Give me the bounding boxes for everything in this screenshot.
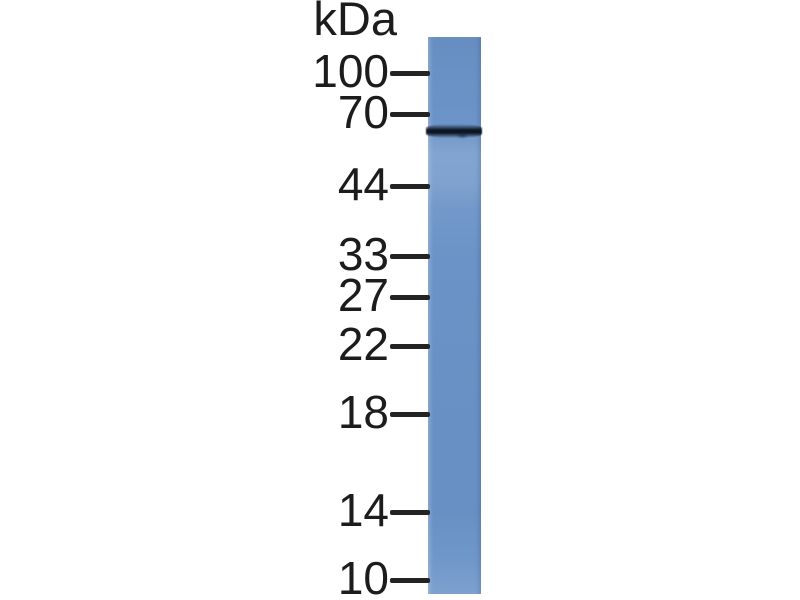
marker-label: 14 — [337, 484, 389, 536]
marker-label: 22 — [337, 318, 389, 370]
marker-tick — [390, 295, 430, 300]
marker-label: 18 — [337, 386, 389, 438]
marker-label: 44 — [337, 158, 389, 210]
protein-band — [426, 124, 482, 138]
blot-lane — [426, 37, 482, 594]
marker-tick — [390, 344, 430, 349]
marker-tick — [390, 510, 430, 515]
marker-tick — [390, 112, 430, 117]
marker-label: 33 — [337, 228, 389, 280]
marker-label: 27 — [337, 269, 389, 321]
marker-label: 10 — [337, 552, 389, 600]
unit-label: kDa — [313, 0, 397, 45]
marker-tick — [390, 71, 430, 76]
marker-tick — [390, 578, 430, 583]
marker-label: 70 — [337, 86, 389, 138]
band-smudge — [456, 131, 469, 139]
marker-tick — [390, 254, 430, 259]
marker-tick — [390, 184, 430, 189]
marker-tick — [390, 412, 430, 417]
marker-label: 100 — [312, 45, 389, 97]
